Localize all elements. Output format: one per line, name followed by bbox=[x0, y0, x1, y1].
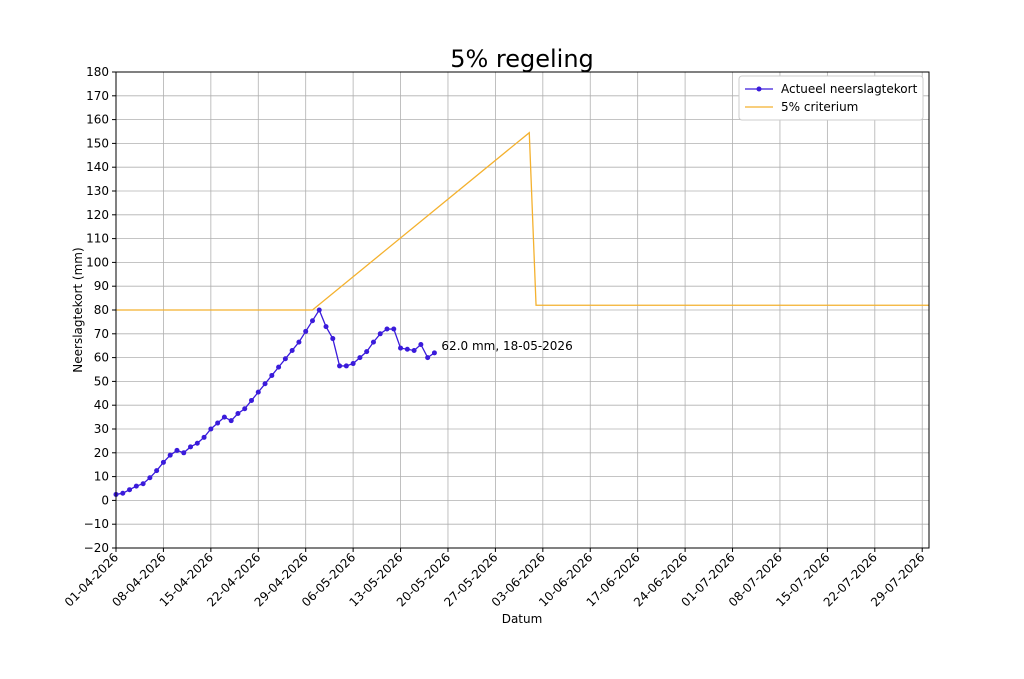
y-axis: −20 −10 0 10 20 30 40 50 60 70 80 90 100 110 120 130 140… bbox=[84, 65, 116, 555]
data-point bbox=[201, 434, 207, 440]
y-tick-label: 90 bbox=[94, 279, 109, 293]
y-tick-label: 130 bbox=[86, 184, 109, 198]
y-tick-label: 60 bbox=[94, 351, 109, 365]
last-value-annotation: 62.0 mm, 18-05-2026 bbox=[441, 339, 572, 353]
y-tick-label: −20 bbox=[84, 541, 109, 555]
data-point bbox=[411, 347, 417, 353]
legend-label: 5% criterium bbox=[781, 100, 858, 114]
data-point bbox=[269, 372, 275, 378]
data-point bbox=[425, 355, 431, 361]
data-point bbox=[249, 397, 254, 403]
data-point bbox=[181, 450, 187, 456]
x-axis-label: Datum bbox=[502, 612, 543, 626]
data-point bbox=[377, 331, 383, 337]
data-point bbox=[398, 345, 404, 351]
y-tick-label: 80 bbox=[94, 303, 109, 317]
data-point bbox=[323, 324, 329, 330]
data-point bbox=[160, 459, 166, 465]
data-point bbox=[370, 339, 376, 345]
data-point bbox=[154, 468, 160, 474]
data-point bbox=[262, 381, 268, 387]
data-point bbox=[242, 406, 248, 412]
data-point bbox=[364, 349, 370, 355]
legend-box bbox=[738, 75, 924, 121]
data-point bbox=[188, 444, 194, 450]
y-tick-label: 120 bbox=[86, 208, 109, 222]
data-point bbox=[174, 447, 180, 453]
y-tick-label: 160 bbox=[86, 113, 109, 127]
y-tick-label: 20 bbox=[94, 446, 109, 460]
annotations: 62.0 mm, 18-05-2026 bbox=[441, 339, 572, 353]
data-point bbox=[343, 363, 349, 369]
y-tick-label: 40 bbox=[94, 398, 109, 412]
y-tick-label: 170 bbox=[86, 89, 109, 103]
y-tick-label: −10 bbox=[84, 517, 109, 531]
data-point bbox=[133, 483, 139, 489]
data-point bbox=[289, 347, 295, 353]
data-point bbox=[140, 481, 146, 487]
data-point bbox=[357, 355, 363, 361]
data-point bbox=[350, 361, 356, 367]
data-point bbox=[276, 364, 282, 370]
data-point bbox=[127, 487, 133, 493]
data-point bbox=[384, 326, 390, 332]
data-point bbox=[431, 350, 437, 356]
y-tick-label: 180 bbox=[86, 65, 109, 79]
criterium-line bbox=[116, 131, 929, 311]
y-tick-label: 10 bbox=[94, 470, 109, 484]
data-point bbox=[330, 336, 336, 342]
data-point bbox=[167, 452, 173, 458]
series-layer bbox=[113, 131, 929, 497]
y-tick-label: 110 bbox=[86, 232, 109, 246]
data-point bbox=[221, 414, 227, 420]
data-point bbox=[235, 411, 241, 417]
y-tick-label: 0 bbox=[101, 493, 109, 507]
y-tick-label: 150 bbox=[86, 136, 109, 150]
data-point bbox=[215, 420, 221, 426]
data-point bbox=[120, 490, 126, 496]
data-point bbox=[391, 326, 397, 332]
y-tick-label: 50 bbox=[94, 374, 109, 388]
data-point bbox=[316, 307, 322, 313]
data-point bbox=[147, 475, 153, 481]
y-tick-label: 30 bbox=[94, 422, 109, 436]
y-tick-label: 70 bbox=[94, 327, 109, 341]
y-tick-label: 100 bbox=[86, 255, 109, 269]
legend: Actueel neerslagtekort 5% criterium bbox=[738, 75, 924, 121]
y-tick-label: 140 bbox=[86, 160, 109, 174]
legend-marker bbox=[756, 86, 762, 92]
data-point bbox=[208, 426, 214, 432]
y-axis-label: Neerslagtekort (mm) bbox=[71, 247, 85, 372]
data-point bbox=[194, 440, 200, 446]
data-point bbox=[303, 328, 309, 334]
data-point bbox=[255, 389, 261, 395]
data-point bbox=[337, 363, 343, 369]
data-point bbox=[418, 342, 424, 348]
data-point bbox=[404, 346, 410, 352]
data-point bbox=[309, 318, 315, 324]
chart-title: 5% regeling bbox=[450, 45, 594, 73]
data-point bbox=[228, 418, 234, 424]
legend-label: Actueel neerslagtekort bbox=[781, 82, 918, 96]
data-point bbox=[282, 356, 288, 362]
data-point bbox=[296, 339, 302, 345]
